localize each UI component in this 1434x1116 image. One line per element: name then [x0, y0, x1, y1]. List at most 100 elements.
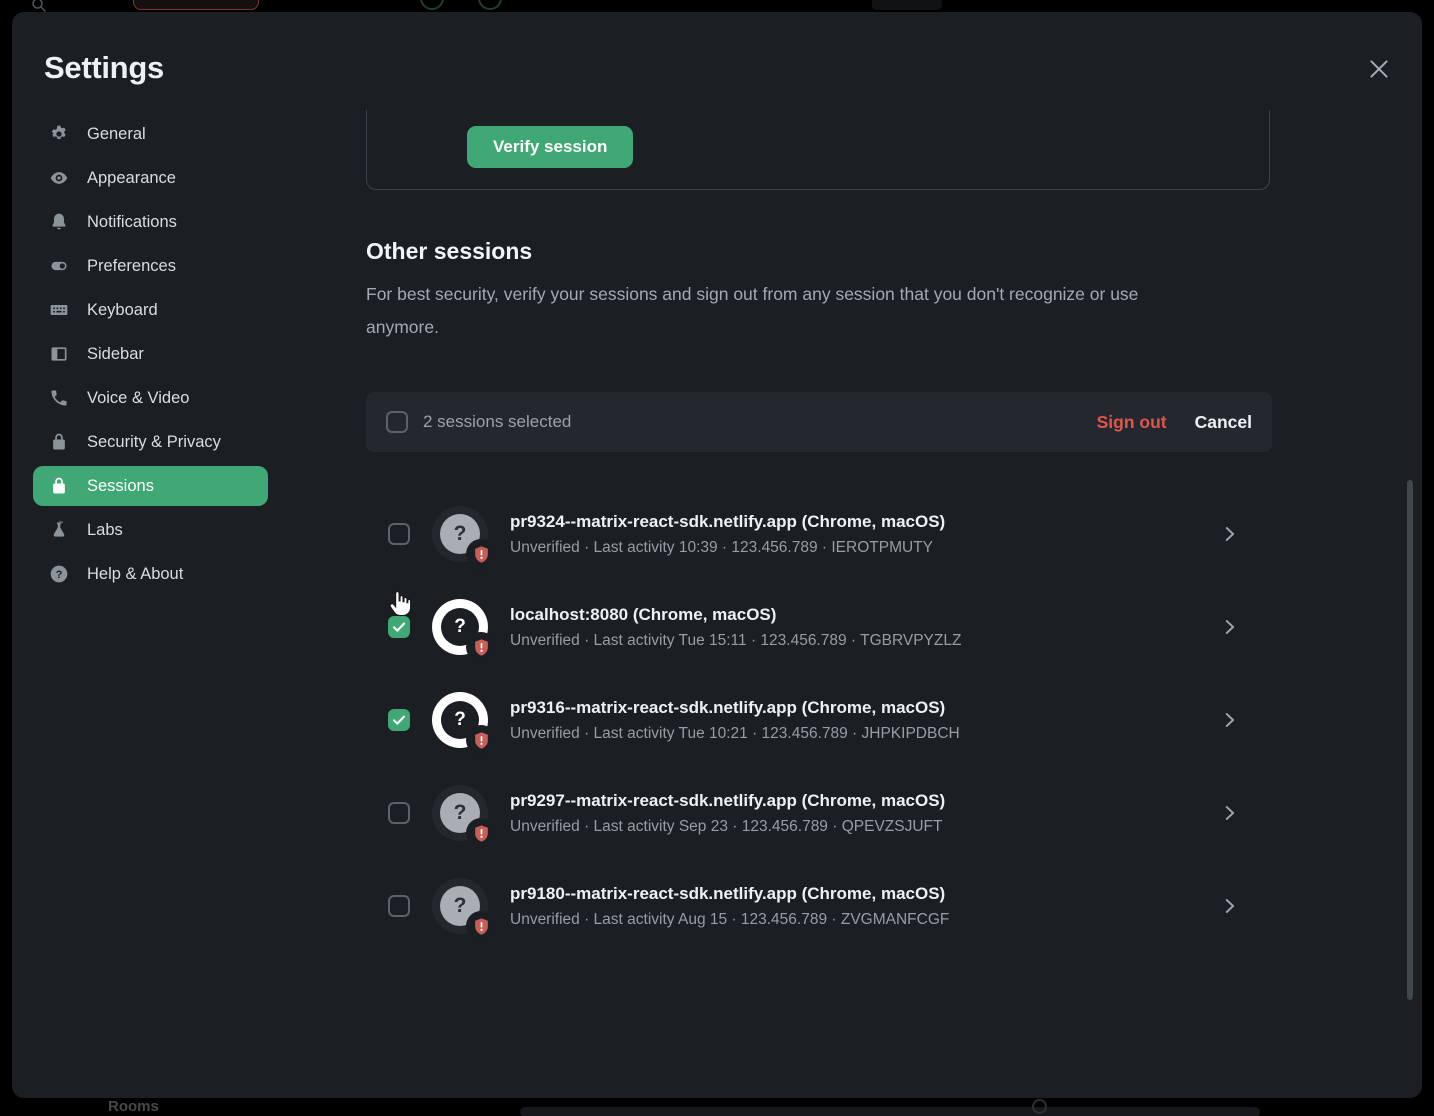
sidebar-item-label: Security & Privacy — [87, 432, 221, 451]
rooms-label: Rooms — [108, 1098, 159, 1115]
settings-nav: General Appearance Notifications Preference… — [33, 114, 268, 598]
chevron-right-icon[interactable] — [1218, 802, 1240, 824]
session-checkbox[interactable] — [388, 895, 410, 917]
session-details: Unverified · Last activity 10:39 · 123.4… — [510, 538, 933, 556]
session-name: pr9297--matrix-react-sdk.netlify.app (Ch… — [510, 790, 946, 810]
lock-icon — [49, 432, 69, 452]
session-avatar: ? — [432, 599, 496, 662]
sidebar-item-keyboard[interactable]: Keyboard — [33, 290, 268, 330]
session-avatar: ? — [432, 692, 496, 755]
sidebar-item-voice-video[interactable]: Voice & Video — [33, 378, 268, 418]
background-shape — [1032, 1099, 1047, 1114]
help-icon: ? — [49, 564, 69, 584]
sidebar-item-preferences[interactable]: Preferences — [33, 246, 268, 286]
session-info: pr9180--matrix-react-sdk.netlify.app (Ch… — [510, 884, 949, 929]
sidebar-item-labs[interactable]: Labs — [33, 510, 268, 550]
session-info: pr9316--matrix-react-sdk.netlify.app (Ch… — [510, 698, 960, 743]
session-row: ? pr9180--matrix-react-sdk.netlify.app (C… — [366, 874, 1272, 941]
settings-dialog: Settings General Appearance Notifications P… — [12, 12, 1422, 1098]
current-session-card: Verify session — [366, 110, 1270, 190]
sidebar-item-notifications[interactable]: Notifications — [33, 202, 268, 242]
unverified-shield-icon — [466, 632, 496, 662]
background-avatar — [478, 0, 502, 10]
session-avatar: ? — [432, 878, 496, 941]
toggle-icon — [49, 256, 69, 276]
verify-session-button[interactable]: Verify session — [467, 126, 634, 168]
sidebar-item-label: Labs — [87, 520, 123, 539]
sidebar-item-sessions[interactable]: Sessions — [33, 466, 268, 506]
unverified-shield-icon — [466, 818, 496, 848]
sidebar-item-label: Keyboard — [87, 300, 158, 319]
session-info: pr9324--matrix-react-sdk.netlify.app (Ch… — [510, 512, 945, 557]
gear-icon — [49, 124, 69, 144]
session-info: localhost:8080 (Chrome, macOS) Unverified… — [510, 605, 961, 650]
session-details: Unverified · Last activity Sep 23 · 123.… — [510, 817, 943, 835]
session-checkbox[interactable] — [388, 523, 410, 545]
session-checkbox[interactable] — [388, 709, 410, 731]
session-avatar: ? — [432, 785, 496, 848]
session-info: pr9297--matrix-react-sdk.netlify.app (Ch… — [510, 791, 945, 836]
bell-icon — [49, 212, 69, 232]
sidebar-item-label: Sessions — [87, 476, 154, 495]
search-icon — [30, 0, 48, 19]
unverified-shield-icon — [466, 911, 496, 941]
sessions-content: Verify session Other sessions For best s… — [366, 12, 1272, 1098]
close-icon[interactable] — [1364, 54, 1394, 84]
sidebar-item-label: Preferences — [87, 256, 176, 275]
session-details: Unverified · Last activity Tue 10:21 · 1… — [510, 724, 960, 742]
session-details: Unverified · Last activity Aug 15 · 123.… — [510, 910, 950, 928]
session-row: ? localhost:8080 (Chrome, macOS) Unverifie… — [366, 595, 1272, 662]
sidebar-item-label: Sidebar — [87, 344, 144, 363]
session-name: pr9316--matrix-react-sdk.netlify.app (Ch… — [510, 697, 946, 717]
phone-icon — [49, 388, 69, 408]
page-title: Settings — [44, 50, 164, 85]
session-name: localhost:8080 (Chrome, macOS) — [510, 604, 777, 624]
sidebar-item-label: Notifications — [87, 212, 177, 231]
background-avatar — [420, 0, 444, 10]
sidebar-item-label: Help & About — [87, 564, 184, 583]
sign-out-button[interactable]: Sign out — [1096, 411, 1167, 432]
background-shape — [872, 0, 942, 10]
sidebar-item-label: Voice & Video — [87, 388, 190, 407]
keyboard-icon — [49, 300, 69, 320]
chevron-right-icon[interactable] — [1218, 709, 1240, 731]
selection-bar: 2 sessions selected Sign out Cancel — [366, 392, 1272, 452]
other-sessions-heading: Other sessions — [366, 238, 533, 264]
sidebar-item-appearance[interactable]: Appearance — [33, 158, 268, 198]
chevron-right-icon[interactable] — [1218, 616, 1240, 638]
sidebar-item-help-about[interactable]: ? Help & About — [33, 554, 268, 594]
chevron-right-icon[interactable] — [1218, 523, 1240, 545]
sidebar-item-security-privacy[interactable]: Security & Privacy — [33, 422, 268, 462]
sessions-scroll-area: Verify session Other sessions For best s… — [366, 110, 1272, 1094]
session-checkbox[interactable] — [388, 802, 410, 824]
unverified-shield-icon — [466, 539, 496, 569]
background-alert-pill — [133, 0, 259, 10]
session-row: ? pr9297--matrix-react-sdk.netlify.app (C… — [366, 781, 1272, 848]
selection-count: 2 sessions selected — [423, 412, 572, 431]
session-name: pr9324--matrix-react-sdk.netlify.app (Ch… — [510, 511, 946, 531]
eye-icon — [49, 168, 69, 188]
lock-icon — [49, 476, 69, 496]
session-avatar: ? — [432, 506, 496, 569]
select-all-checkbox[interactable] — [386, 411, 408, 433]
session-row: ? pr9324--matrix-react-sdk.netlify.app (C… — [366, 502, 1272, 569]
sidebar-item-sidebar[interactable]: Sidebar — [33, 334, 268, 374]
cancel-button[interactable]: Cancel — [1194, 411, 1252, 432]
scrollbar[interactable] — [1407, 480, 1413, 1000]
sidebar-item-general[interactable]: General — [33, 114, 268, 154]
sidebar-item-label: Appearance — [87, 168, 176, 187]
session-checkbox[interactable] — [388, 616, 410, 638]
session-name: pr9180--matrix-react-sdk.netlify.app (Ch… — [510, 883, 946, 903]
sidebar-item-label: General — [87, 124, 146, 143]
background-shape — [520, 1107, 1260, 1116]
sidebar-icon — [49, 344, 69, 364]
other-sessions-description: For best security, verify your sessions … — [366, 284, 1139, 337]
unverified-shield-icon — [466, 725, 496, 755]
chevron-right-icon[interactable] — [1218, 895, 1240, 917]
session-row: ? pr9316--matrix-react-sdk.netlify.app (C… — [366, 688, 1272, 755]
session-details: Unverified · Last activity Tue 15:11 · 1… — [510, 631, 962, 649]
svg-text:?: ? — [56, 569, 63, 581]
session-list: ? pr9324--matrix-react-sdk.netlify.app (C… — [366, 502, 1272, 967]
